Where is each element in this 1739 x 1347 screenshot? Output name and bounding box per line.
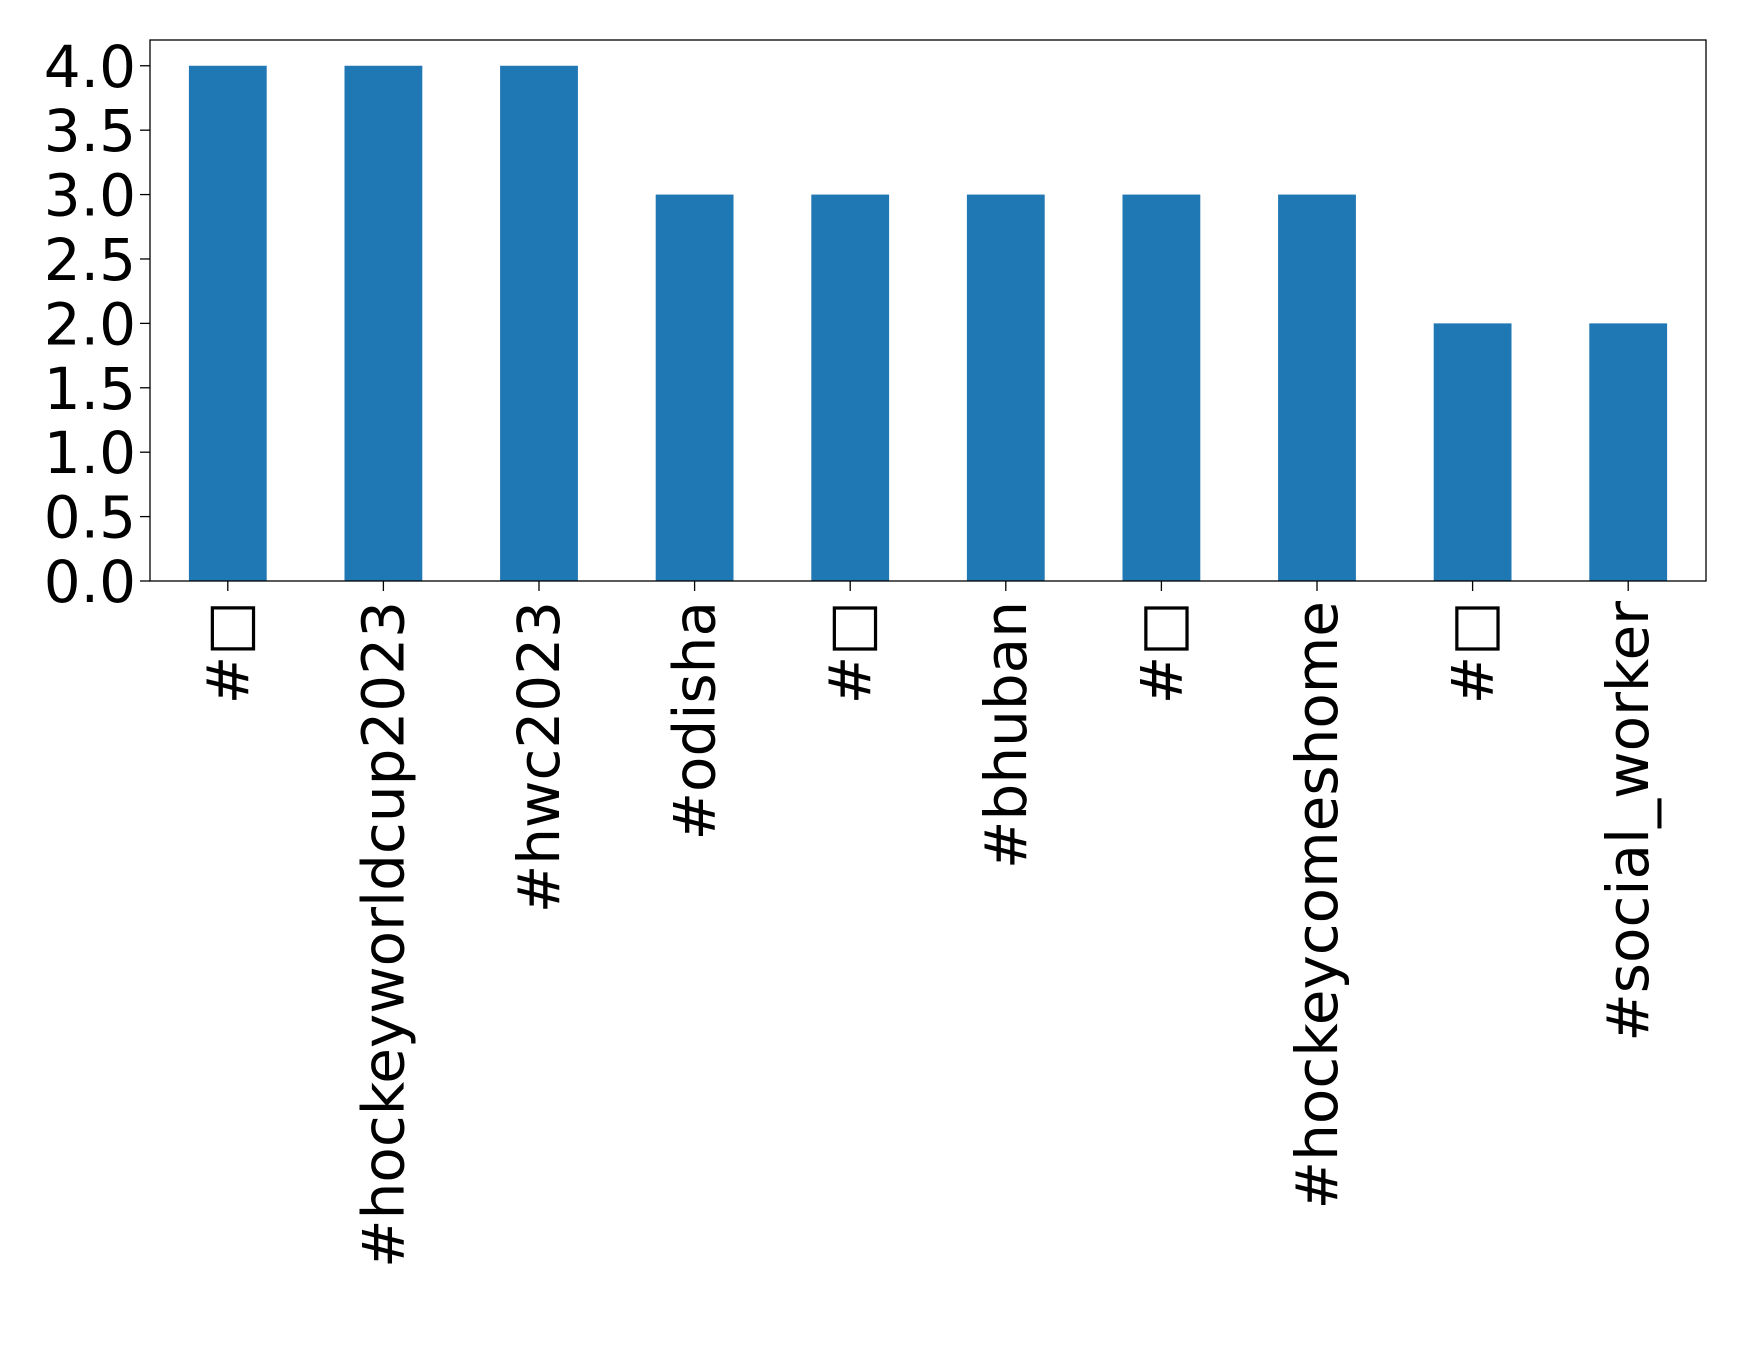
- bar-3: [655, 194, 734, 582]
- y-tick-label-7: 3.5: [44, 97, 136, 165]
- x-tick-label-5: #bhuban: [972, 601, 1040, 869]
- y-tick-label-0: 0.0: [44, 548, 136, 616]
- x-tick-label-2: #hwc2023: [505, 601, 573, 913]
- plot-frame: [149, 39, 1707, 582]
- y-tick-label-6: 3.0: [44, 162, 136, 230]
- bar-9: [1589, 323, 1668, 581]
- bar-8: [1433, 323, 1512, 581]
- bar-6: [1122, 194, 1201, 582]
- y-tick-label-2: 1.0: [44, 419, 136, 487]
- x-tick-label-6: #□: [1127, 601, 1195, 704]
- x-tick-label-1: #hockeyworldcup2023: [349, 601, 417, 1268]
- x-tick-label-3: #odisha: [661, 601, 729, 841]
- y-tick-label-1: 0.5: [44, 484, 136, 552]
- bar-0: [188, 65, 267, 581]
- bar-4: [811, 194, 890, 582]
- bar-2: [500, 65, 578, 581]
- y-axis: 0.00.51.01.52.02.53.03.54.0: [44, 33, 150, 616]
- y-tick-label-8: 4.0: [44, 33, 136, 101]
- bar-7: [1278, 194, 1356, 582]
- x-tick-label-4: #□: [816, 601, 884, 704]
- y-tick-label-3: 1.5: [44, 355, 136, 423]
- x-axis: #□ #hockeyworldcup2023 #hwc2023 #odisha #□ #b…: [194, 581, 1662, 1268]
- x-tick-label-7: #hockeycomeshome: [1283, 601, 1351, 1209]
- bar-1: [344, 65, 423, 581]
- x-tick-label-8: #□: [1439, 601, 1507, 704]
- bar-5: [966, 194, 1045, 582]
- bars-layer: [188, 65, 1668, 582]
- y-tick-label-4: 2.0: [44, 290, 136, 358]
- y-tick-label-5: 2.5: [44, 226, 136, 294]
- x-tick-label-9: #social_worker: [1594, 601, 1662, 1042]
- x-tick-label-0: #□: [194, 601, 262, 704]
